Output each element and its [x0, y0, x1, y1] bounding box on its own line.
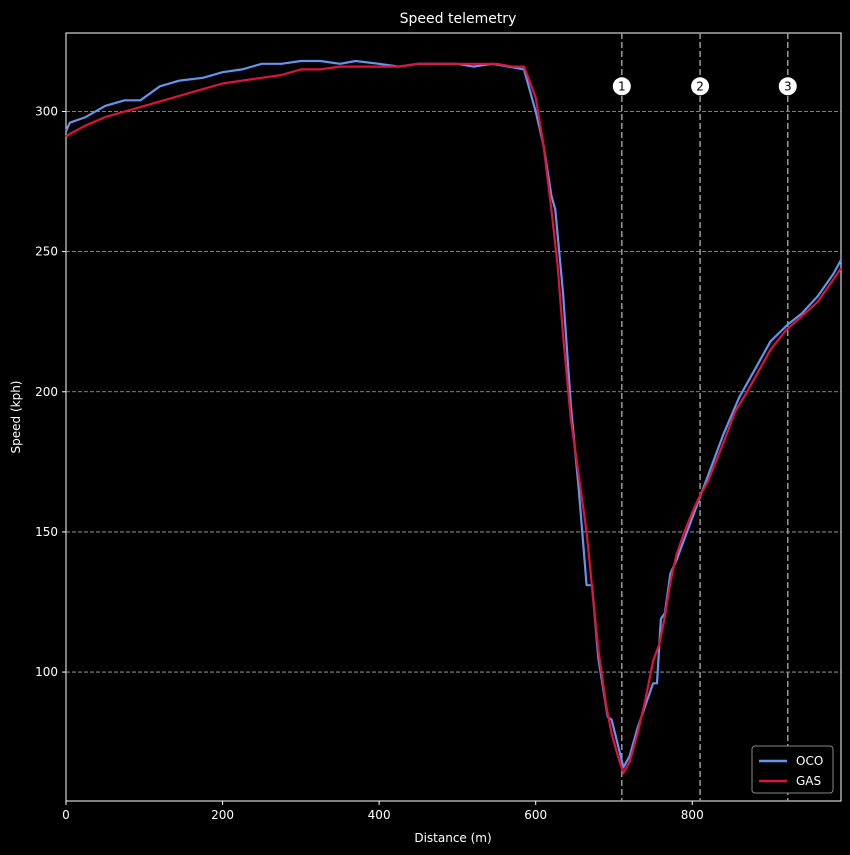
legend-label-gas: GAS — [796, 774, 821, 788]
y-tick-label-100: 100 — [35, 665, 58, 679]
corner-marker-circle-2 — [691, 77, 710, 96]
corner-marker-3: 3 — [778, 77, 797, 96]
series-line-oco — [65, 59, 842, 769]
chart-title: Speed telemetry — [400, 11, 517, 27]
corner-marker-label-3: 3 — [784, 79, 792, 93]
corner-marker-label-1: 1 — [618, 79, 626, 93]
series-line-gas — [65, 62, 842, 775]
x-tick-label-0: 0 — [62, 808, 70, 822]
y-tick-label-300: 300 — [35, 104, 58, 118]
corner-marker-circle-3 — [778, 77, 797, 96]
legend-label-oco: OCO — [796, 754, 823, 768]
y-axis-ticks: 100 150 200 250 300 — [35, 104, 66, 679]
grid-lines — [66, 111, 841, 673]
x-tick-label-200: 200 — [211, 808, 234, 822]
y-tick-label-200: 200 — [35, 385, 58, 399]
corner-marker-labels: 1 2 3 — [612, 77, 797, 96]
corner-marker-circle-1 — [612, 77, 631, 96]
legend: OCO GAS — [751, 745, 834, 794]
plot-area — [65, 32, 842, 802]
corner-marker-2: 2 — [691, 77, 710, 96]
corner-marker-1: 1 — [612, 77, 631, 96]
series-lines — [65, 59, 842, 775]
corner-marker-lines — [621, 33, 789, 801]
y-axis-label: Speed (kph) — [9, 381, 23, 454]
y-tick-label-250: 250 — [35, 245, 58, 259]
corner-marker-label-2: 2 — [696, 79, 704, 93]
x-tick-label-400: 400 — [368, 808, 391, 822]
y-tick-label-150: 150 — [35, 525, 58, 539]
x-tick-label-600: 600 — [524, 808, 547, 822]
x-axis-label: Distance (m) — [414, 831, 491, 845]
x-tick-label-800: 800 — [681, 808, 704, 822]
x-axis-ticks: 0 200 400 600 800 — [62, 801, 704, 822]
